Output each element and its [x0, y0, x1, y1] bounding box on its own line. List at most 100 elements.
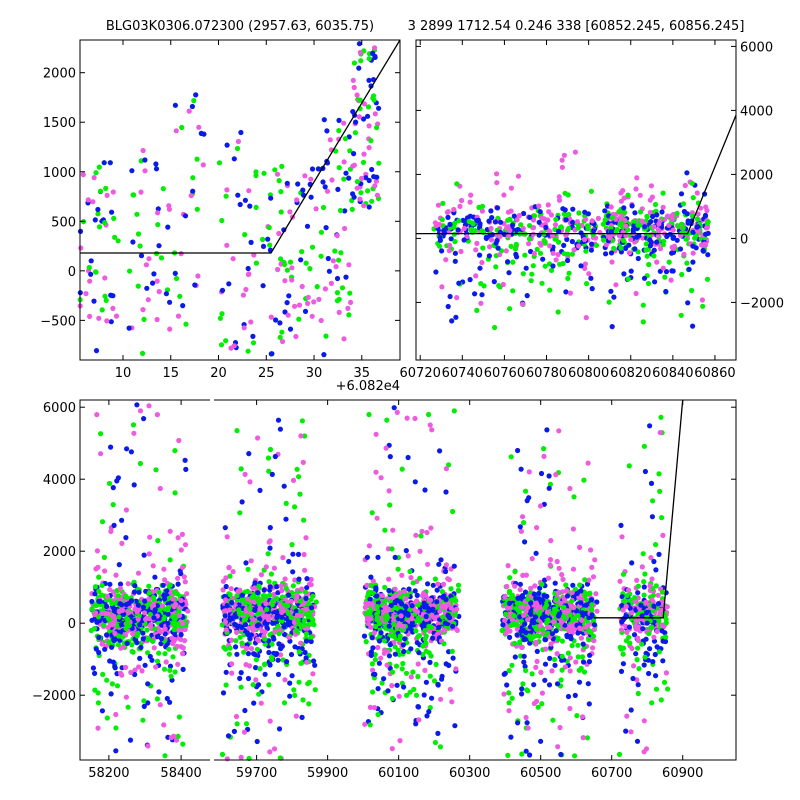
data-point — [541, 238, 547, 244]
data-point — [647, 243, 654, 249]
data-point — [552, 580, 558, 586]
data-point — [446, 248, 452, 254]
data-point — [229, 661, 235, 667]
data-point — [221, 644, 227, 651]
data-point — [93, 566, 99, 572]
data-point — [541, 593, 547, 599]
data-point — [253, 677, 259, 683]
data-point — [286, 293, 292, 299]
data-point — [360, 159, 367, 165]
data-point — [268, 195, 274, 201]
data-point — [286, 592, 292, 598]
data-point — [621, 271, 627, 277]
data-point — [345, 305, 351, 311]
data-point — [633, 623, 639, 629]
data-point — [439, 673, 445, 679]
data-point — [416, 618, 422, 624]
data-point — [631, 663, 637, 669]
data-point — [283, 516, 289, 522]
data-point — [154, 658, 161, 664]
data-point — [289, 277, 295, 283]
data-point — [402, 636, 408, 642]
data-point — [559, 572, 565, 578]
data-point — [354, 179, 360, 185]
data-point — [289, 542, 295, 548]
data-point — [248, 319, 254, 325]
data-point — [361, 633, 368, 639]
data-point — [288, 651, 295, 658]
data-point — [348, 299, 354, 305]
data-point — [669, 244, 675, 250]
data-point — [373, 469, 379, 475]
data-point — [371, 97, 377, 103]
data-point — [570, 582, 576, 588]
data-point — [271, 650, 277, 657]
data-point — [578, 588, 584, 594]
data-point — [521, 520, 527, 526]
data-point — [174, 643, 180, 649]
data-point — [389, 669, 396, 675]
data-point — [526, 469, 532, 475]
data-point — [322, 184, 328, 190]
data-point — [154, 316, 160, 323]
data-point — [545, 617, 551, 623]
data-point — [546, 473, 552, 479]
data-point — [623, 728, 629, 734]
data-point — [387, 502, 393, 508]
data-point — [343, 274, 349, 280]
data-point — [420, 643, 426, 649]
data-point — [145, 297, 151, 303]
data-point — [233, 644, 239, 650]
data-point — [647, 209, 653, 216]
data-point — [170, 620, 176, 626]
data-point — [528, 636, 534, 642]
data-point — [299, 586, 305, 592]
data-point — [616, 209, 622, 215]
y-tick-label: 500 — [51, 215, 76, 230]
data-point — [144, 627, 150, 633]
data-point — [142, 598, 148, 604]
data-point — [116, 614, 122, 620]
data-point — [530, 617, 536, 624]
data-point — [434, 599, 440, 605]
data-point — [342, 225, 348, 232]
data-point — [572, 149, 579, 155]
data-point — [504, 625, 510, 631]
data-point — [536, 591, 542, 597]
data-point — [126, 610, 132, 616]
data-point — [245, 265, 251, 272]
data-point — [633, 651, 639, 657]
data-point — [96, 164, 102, 170]
data-point — [247, 635, 253, 642]
data-point — [178, 632, 184, 638]
data-point — [267, 592, 273, 598]
y-tick-label: 6000 — [740, 40, 773, 55]
data-point — [531, 591, 538, 597]
data-point — [647, 237, 653, 243]
data-point — [222, 619, 229, 625]
data-point — [250, 627, 256, 634]
data-point — [110, 659, 116, 665]
data-point — [394, 597, 400, 604]
data-point — [450, 623, 456, 629]
data-point — [257, 487, 263, 493]
data-point — [320, 179, 326, 185]
data-point — [659, 515, 665, 521]
data-point — [318, 229, 324, 235]
data-point — [361, 151, 367, 157]
data-point — [374, 192, 380, 198]
data-point — [367, 704, 373, 711]
data-point — [620, 237, 627, 244]
data-point — [551, 656, 558, 663]
data-point — [358, 190, 364, 196]
data-point — [433, 269, 439, 275]
data-point — [623, 233, 629, 239]
data-point — [420, 652, 426, 658]
data-point — [551, 606, 558, 612]
data-point — [173, 601, 179, 608]
data-point — [641, 592, 647, 598]
data-point — [618, 220, 625, 226]
data-point — [584, 735, 591, 741]
data-point — [494, 180, 500, 186]
data-point — [185, 608, 191, 614]
